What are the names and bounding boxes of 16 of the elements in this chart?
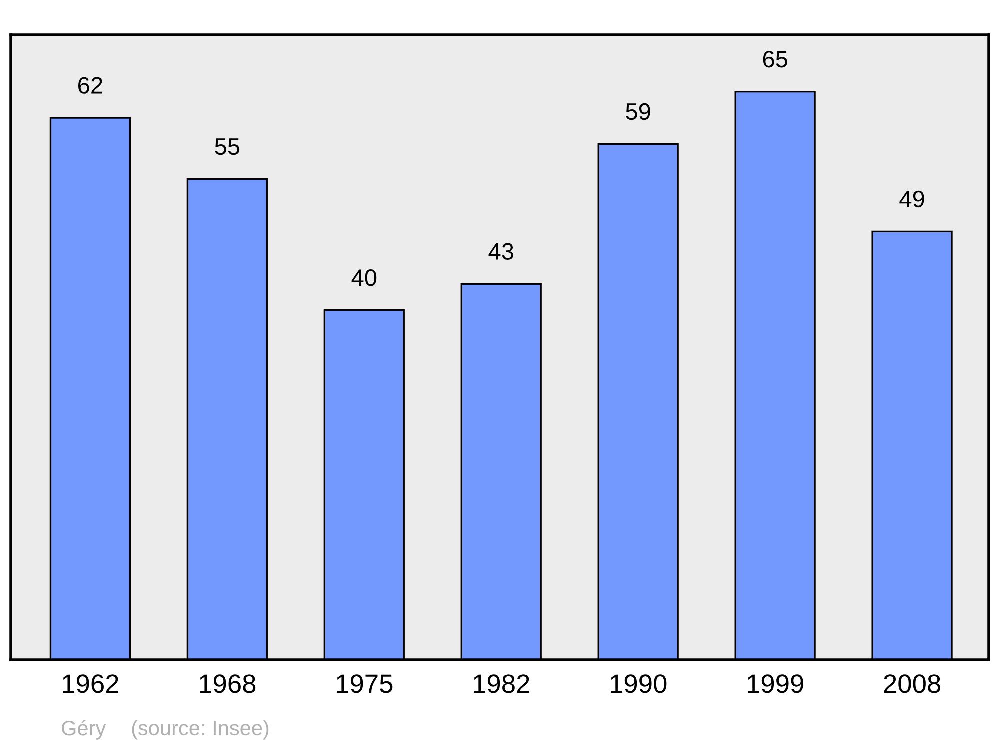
data-label: 43 xyxy=(488,243,514,260)
x-tick-label: 1975 xyxy=(337,674,393,694)
data-label: 62 xyxy=(78,77,102,94)
data-label: 65 xyxy=(763,50,788,68)
text: Géry xyxy=(62,720,106,740)
x-tick-label: 1990 xyxy=(611,674,667,694)
data-label: 59 xyxy=(626,103,650,120)
text: (source: Insee) xyxy=(132,720,269,740)
data-label: 49 xyxy=(900,190,924,208)
data-label: 55 xyxy=(215,138,240,156)
x-tick-label: 1999 xyxy=(748,674,804,694)
data-label: 40 xyxy=(352,270,377,286)
x-tick-label: 1962 xyxy=(63,674,118,694)
x-tick-label: 2008 xyxy=(884,674,940,694)
x-tick-label: 1968 xyxy=(200,674,256,694)
x-tick-label: 1982 xyxy=(474,674,530,694)
